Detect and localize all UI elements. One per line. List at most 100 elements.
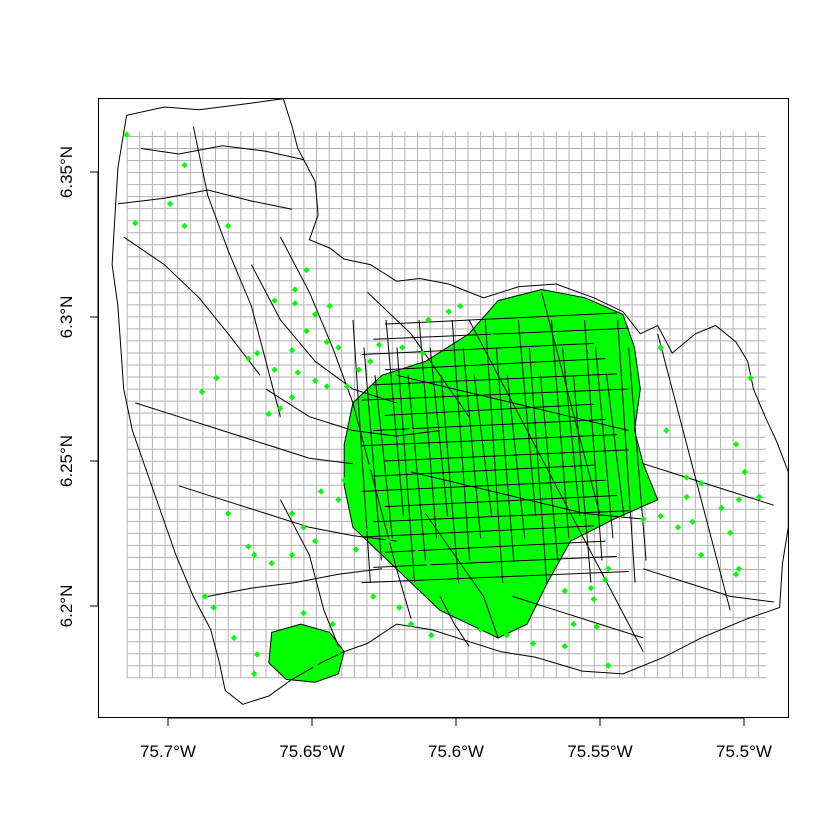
street-line xyxy=(573,375,592,583)
observation-point xyxy=(529,640,537,647)
observation-point xyxy=(181,161,188,169)
observation-point xyxy=(570,620,577,628)
observation-point xyxy=(224,222,232,230)
observation-point xyxy=(132,219,139,227)
municipal-boundaries xyxy=(111,98,789,705)
observation-point xyxy=(166,200,174,207)
street-line xyxy=(373,555,618,568)
subdivision-boundary xyxy=(265,388,441,437)
street-line xyxy=(462,347,482,539)
observation-point xyxy=(587,584,595,592)
street-line xyxy=(361,525,594,538)
subdivision-boundary xyxy=(192,126,281,417)
street-line xyxy=(373,510,629,523)
observation-point xyxy=(419,349,426,357)
observation-point xyxy=(756,493,763,501)
subdivision-boundary xyxy=(643,463,774,506)
observation-point xyxy=(477,626,484,633)
street-line xyxy=(352,319,371,583)
observation-point xyxy=(294,369,302,376)
observation-point xyxy=(489,333,496,340)
subdivision-boundary xyxy=(657,333,731,611)
observation-point xyxy=(291,659,299,667)
observation-point xyxy=(512,604,519,611)
observation-point xyxy=(323,383,331,390)
street-line xyxy=(384,312,618,325)
observation-point xyxy=(335,344,342,351)
observation-point xyxy=(602,576,609,584)
observation-point xyxy=(303,327,310,335)
subdivision-boundary xyxy=(541,292,601,514)
street-line xyxy=(363,347,382,561)
observation-point xyxy=(230,634,238,642)
subdivision-boundary xyxy=(425,513,499,639)
subdivision-boundary xyxy=(512,595,644,639)
observation-point xyxy=(224,510,232,517)
observation-point xyxy=(213,374,220,382)
observation-point xyxy=(317,488,325,495)
observation-point xyxy=(442,352,450,360)
observation-point xyxy=(312,662,319,669)
x-tick-label: 75.5°W xyxy=(716,742,772,761)
street-line xyxy=(373,464,594,477)
subdivision-boundary xyxy=(117,189,293,210)
observation-point xyxy=(503,631,510,639)
subdivision-boundary xyxy=(643,568,774,603)
subdivision-boundary xyxy=(439,596,470,647)
observation-point xyxy=(732,441,740,448)
street-line xyxy=(374,375,393,539)
observation-point xyxy=(735,565,743,572)
observation-point xyxy=(288,510,296,517)
street-line xyxy=(429,347,449,517)
observation-point xyxy=(367,358,374,365)
x-tick: 75.7°W xyxy=(140,718,196,761)
observation-point xyxy=(384,446,391,454)
observation-point xyxy=(323,338,331,346)
observation-point xyxy=(198,388,206,396)
y-tick-label: 6.3°N xyxy=(57,296,76,339)
street-line xyxy=(396,347,415,583)
observation-point xyxy=(741,468,748,476)
observation-point xyxy=(291,300,299,307)
street-line xyxy=(495,347,515,561)
street-line xyxy=(550,319,570,539)
y-axis: 6.2°N 6.25°N 6.3°N 6.35°N xyxy=(57,146,99,628)
street-line xyxy=(484,319,504,583)
street-line xyxy=(384,495,618,508)
observation-points xyxy=(123,131,763,678)
observation-point xyxy=(657,344,664,351)
observation-point xyxy=(732,571,740,578)
observation-point xyxy=(335,496,342,503)
observation-point xyxy=(268,560,275,567)
street-line xyxy=(506,375,526,539)
x-tick-label: 75.6°W xyxy=(428,742,484,761)
observation-point xyxy=(663,427,670,434)
observation-point xyxy=(698,479,705,487)
street-line xyxy=(384,358,606,371)
observation-point xyxy=(439,571,447,578)
observation-point xyxy=(718,504,725,512)
street-line xyxy=(606,375,625,517)
subdivision-boundary xyxy=(135,402,353,465)
x-tick: 75.65°W xyxy=(279,718,345,761)
y-tick-label: 6.35°N xyxy=(57,146,76,198)
street-line xyxy=(384,540,606,553)
observation-point xyxy=(361,526,368,534)
street-line xyxy=(384,449,629,462)
observation-point xyxy=(747,374,754,382)
street-line xyxy=(361,434,618,447)
y-tick-label: 6.2°N xyxy=(57,585,76,628)
observation-point xyxy=(445,308,452,315)
observation-point xyxy=(265,410,272,418)
observation-point xyxy=(735,496,743,503)
subdivision-boundary xyxy=(279,499,339,647)
observation-point xyxy=(375,341,383,349)
street-line xyxy=(373,373,618,386)
observation-point xyxy=(428,631,435,639)
observation-point xyxy=(683,474,690,481)
observation-point xyxy=(303,266,310,274)
observation-point xyxy=(355,366,362,373)
street-line xyxy=(451,319,471,561)
street-line xyxy=(361,342,594,355)
street-line xyxy=(440,375,460,583)
